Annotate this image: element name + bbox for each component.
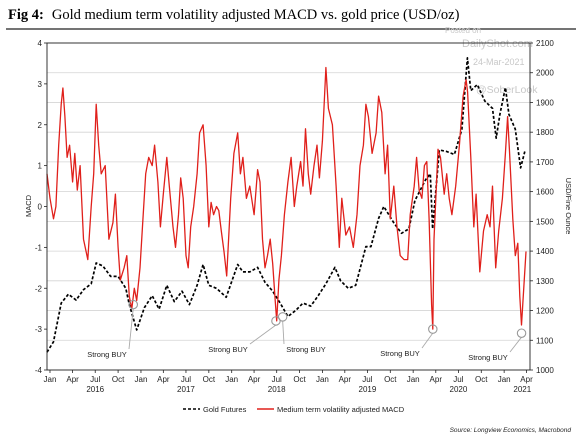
x-year-label-5: 2021: [513, 385, 531, 394]
left-tick-label-7: 3: [38, 80, 43, 89]
x-tick-label-13: Apr: [339, 375, 352, 384]
legend: Gold Futures Medium term volatility adju…: [183, 405, 405, 414]
watermark-site: DailyShot.com: [462, 38, 533, 50]
x-year-label-0: 2016: [86, 385, 104, 394]
left-tick-label-2: -2: [35, 284, 43, 293]
x-year-label-1: 2017: [177, 385, 195, 394]
annotation-leader-1: [249, 324, 277, 345]
x-tick-label-6: Jul: [181, 375, 191, 384]
series-lines: [46, 57, 527, 353]
annotation-marker-0: [128, 299, 139, 310]
left-tick-label-5: 1: [38, 162, 43, 171]
left-tick-label-1: -3: [35, 325, 43, 334]
left-tick-label-6: 2: [38, 121, 43, 130]
x-tick-label-3: Oct: [112, 375, 125, 384]
right-tick-label-11: 2100: [536, 39, 554, 48]
x-tick-label-16: Jan: [407, 375, 420, 384]
annotation-label-4: Strong BUY: [468, 353, 508, 362]
x-year-label-2: 2018: [268, 385, 286, 394]
annotation-marker-4: [516, 328, 527, 338]
plot-frame: [46, 42, 531, 371]
right-tick-label-0: 1000: [536, 366, 554, 375]
left-axis: -4 -3 -2 -1 0 1 2 3 4: [35, 39, 47, 375]
watermark-handle: @SoberLook: [476, 84, 538, 96]
x-tick-label-14: Jul: [362, 375, 372, 384]
x-tick-label-4: Jan: [135, 375, 148, 384]
x-tick-label-21: Apr: [520, 375, 533, 384]
x-tick-label-2: Jul: [90, 375, 100, 384]
x-tick-label-17: Apr: [430, 375, 443, 384]
x-tick-label-0: Jan: [44, 375, 57, 384]
right-tick-label-1: 1100: [536, 336, 554, 345]
watermark: Posted on DailyShot.com 24-Mar-2021 @Sob…: [445, 26, 538, 96]
x-tick-label-9: Apr: [248, 375, 261, 384]
x-year-label-3: 2019: [359, 385, 377, 394]
x-tick-label-15: Oct: [384, 375, 397, 384]
right-tick-label-2: 1200: [536, 307, 554, 316]
right-tick-label-5: 1500: [536, 217, 554, 226]
annotation-leader-2: [282, 320, 285, 345]
series-line-macd: [46, 66, 527, 330]
x-tick-label-5: Apr: [157, 375, 170, 384]
annotation-leader-4: [509, 336, 522, 353]
annotation-leader-0: [128, 308, 134, 350]
x-axis: Jan Apr Jul Oct Jan Apr Jul Oct Jan Apr Jul Oct Jan A…: [44, 370, 533, 394]
left-tick-label-8: 4: [38, 39, 43, 48]
right-tick-label-8: 1800: [536, 128, 554, 137]
watermark-posted: Posted on: [445, 26, 481, 35]
x-tick-label-20: Jan: [498, 375, 511, 384]
legend-label-gold: Gold Futures: [203, 405, 247, 414]
annotation-label-3: Strong BUY: [380, 349, 420, 358]
right-tick-label-10: 2000: [536, 69, 554, 78]
annotation-label-0: Strong BUY: [87, 350, 127, 359]
right-tick-label-4: 1400: [536, 247, 554, 256]
grid: [47, 42, 530, 371]
legend-label-macd: Medium term volatility adjusted MACD: [277, 405, 405, 414]
x-tick-label-18: Jul: [453, 375, 463, 384]
x-year-label-4: 2020: [450, 385, 468, 394]
x-tick-label-12: Jan: [316, 375, 329, 384]
annotation-marker-1: [271, 316, 281, 326]
annotation-leader-3: [421, 332, 434, 349]
annotation-marker-2: [277, 312, 288, 322]
annotations: Strong BUY Strong BUY Strong BUY Strong BUY…: [87, 299, 527, 362]
y-axis-label-right: USD/Fine Ounce: [564, 178, 573, 235]
annotation-label-2: Strong BUY: [286, 345, 326, 354]
chart-title: Fig 4: Gold medium term volatility adjus…: [8, 7, 460, 23]
y-axis-label-left: MACD: [24, 194, 33, 217]
annotation-label-1: Strong BUY: [208, 345, 248, 354]
annotation-marker-3: [428, 324, 438, 334]
source-note: Source: Longview Economics, Macrobond: [450, 427, 572, 434]
series-line-gold-futures: [46, 57, 526, 353]
right-tick-label-6: 1600: [536, 188, 554, 197]
x-tick-label-11: Oct: [293, 375, 306, 384]
left-tick-label-3: -1: [35, 243, 43, 252]
x-tick-label-10: Jul: [272, 375, 282, 384]
x-tick-label-19: Oct: [475, 375, 488, 384]
x-tick-label-1: Apr: [66, 375, 79, 384]
x-tick-label-8: Jan: [225, 375, 238, 384]
right-axis: 1000 1100 1200 1300 1400 1500 1600 1700 1800 1900…: [530, 39, 554, 375]
x-tick-label-7: Oct: [203, 375, 216, 384]
left-tick-label-0: -4: [35, 366, 43, 375]
right-tick-label-7: 1700: [536, 158, 554, 167]
right-tick-label-3: 1300: [536, 277, 554, 286]
right-tick-label-9: 1900: [536, 98, 554, 107]
left-tick-label-4: 0: [38, 203, 43, 212]
watermark-date: 24-Mar-2021: [473, 57, 525, 67]
